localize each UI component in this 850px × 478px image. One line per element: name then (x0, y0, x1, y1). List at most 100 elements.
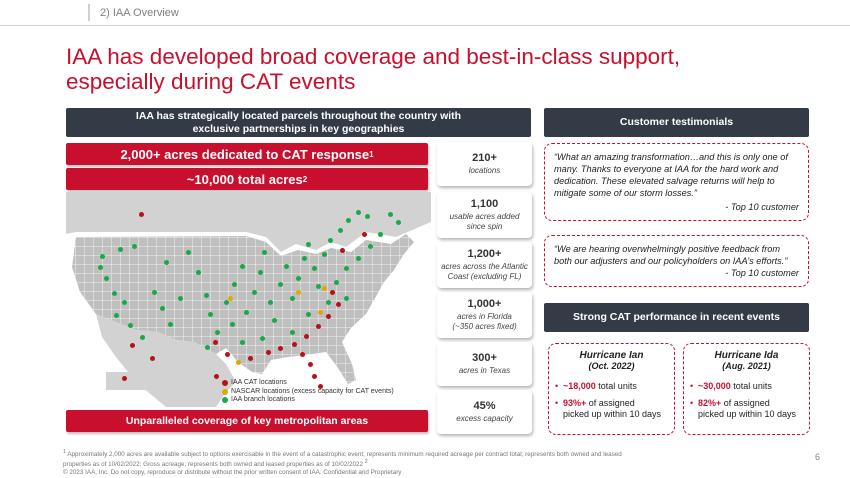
branch-location-dot (196, 270, 201, 275)
branch-location-dot (252, 290, 257, 295)
section-tag-bar (0, 0, 850, 26)
stat-description-line-1: acres in Florida (457, 312, 512, 321)
cat-location-dot (340, 248, 345, 253)
testimonial-2: “We are hearing overwhelmingly positive … (544, 235, 809, 287)
branch-location-dot (312, 266, 317, 271)
title-line-1: IAA has developed broad coverage and bes… (66, 44, 681, 69)
legend-branch-label: IAA branch locations (231, 396, 295, 403)
branch-location-dot (290, 296, 295, 301)
branch-location-dot (230, 322, 235, 327)
branch-location-dot (344, 266, 349, 271)
us-locations-map (66, 192, 431, 407)
bullet-icon: • (555, 381, 559, 391)
stat-locations: 210+ locations (437, 142, 532, 186)
legend-branch: IAA branch locations (222, 396, 394, 405)
pickup-label: of assigned (721, 398, 770, 408)
cat-acres-text: 2,000+ acres dedicated to CAT response (120, 146, 370, 162)
branch-location-dot (114, 313, 119, 318)
cat-performance-header: Strong CAT performance in recent events (544, 303, 809, 332)
page-number: 6 (815, 452, 821, 462)
footnote-text-2: properties as of 10/02/2022; Gross acrea… (63, 460, 363, 468)
stat-texas: 300+ acres in Texas (437, 342, 532, 386)
units-label: total units (595, 381, 637, 391)
branch-location-dot (178, 296, 183, 301)
nascar-location-dot (228, 296, 233, 301)
units-value: ~30,000 (698, 381, 731, 391)
cat-location-dot (362, 232, 367, 237)
hurricane-name: Hurricane Ida (714, 350, 779, 361)
branch-location-dot (356, 256, 361, 261)
branch-location-dot (122, 300, 127, 305)
cat-location-dot (336, 302, 341, 307)
total-acres-text: ~10,000 total acres (186, 171, 303, 187)
branch-location-dot (302, 256, 307, 261)
cat-location-dot (326, 314, 331, 319)
stat-description: acres in Florida (~350 acres fixed) (437, 312, 532, 332)
cat-location-dot (266, 350, 271, 355)
stat-atlantic: 1,200+ acres across the Atlantic Coast (… (437, 242, 532, 288)
stat-description: usable acres added since spin (437, 212, 532, 232)
testimonial-quote: “We are hearing overwhelmingly positive … (554, 244, 788, 266)
cat-legend-icon (222, 380, 228, 387)
stat-value: 1,100 (470, 198, 499, 210)
stat-florida: 1,000+ acres in Florida (~350 acres fixe… (437, 292, 532, 338)
bullet-icon: • (555, 398, 559, 408)
legend-nascar-label: NASCAR locations (excess capacity for CA… (231, 387, 394, 395)
hurricane-date: (Aug. 2021) (722, 361, 771, 371)
stat-description-line-2: (~350 acres fixed) (452, 322, 517, 331)
stat-value: 300+ (472, 352, 497, 364)
branch-location-dot (132, 244, 137, 249)
coverage-header-line-2: exclusive partnerships in key geographie… (192, 122, 405, 135)
stat-value: 1,000+ (467, 298, 502, 310)
cat-location-dot (330, 290, 335, 295)
footnote-line-2: properties as of 10/02/2022; Gross acrea… (63, 459, 753, 469)
branch-location-dot (240, 264, 245, 269)
cat-location-dot (214, 374, 219, 379)
branch-location-dot (272, 318, 277, 323)
canada-shape (66, 192, 431, 252)
copyright: © 2023 IAA, Inc. Do not copy, reproduce … (63, 468, 402, 476)
branch-location-dot (338, 228, 343, 233)
section-divider (88, 4, 90, 21)
footnote-text-1: Approximately 2,000 acres are available … (67, 451, 622, 459)
branch-location-dot (208, 312, 213, 317)
branch-location-dot (396, 220, 401, 225)
nascar-location-dot (236, 360, 241, 365)
branch-location-dot (160, 306, 165, 311)
cat-location-dot (150, 356, 155, 361)
nascar-legend-icon (222, 388, 228, 395)
branch-location-dot (346, 218, 351, 223)
stat-description: locations (468, 166, 501, 175)
hurricane-units: • ~30,000 total units (690, 381, 803, 392)
branch-location-dot (328, 238, 333, 243)
nascar-location-dot (296, 290, 301, 295)
map-legend: IAA CAT locations NASCAR locations (exce… (222, 379, 394, 405)
nascar-location-dot (318, 310, 323, 315)
stat-description-line-2: Coast (excluding FL) (447, 272, 522, 281)
cat-location-dot (316, 324, 321, 329)
branch-location-dot (186, 250, 191, 255)
branch-location-dot (334, 280, 339, 285)
branch-location-dot (356, 210, 361, 215)
testimonial-attribution: - Top 10 customer (725, 202, 799, 212)
branch-location-dot (240, 340, 245, 345)
footnotes: 1 Approximately 2,000 acres are availabl… (63, 449, 753, 477)
stat-description: acres across the Atlantic Coast (excludi… (437, 262, 532, 282)
cat-location-dot (312, 374, 317, 379)
stat-description-line-1: acres across the Atlantic (441, 262, 528, 271)
branch-location-dot (140, 335, 145, 340)
testimonials-header: Customer testimonials (544, 108, 809, 137)
metro-coverage-banner: Unparalleled coverage of key metropolita… (66, 410, 428, 432)
branch-location-dot (290, 330, 295, 335)
pickup-label: of assigned (586, 398, 635, 408)
branch-location-dot (205, 345, 210, 350)
branch-location-dot (368, 244, 373, 249)
cat-location-dot (308, 362, 313, 367)
branch-location-dot (232, 282, 237, 287)
branch-location-dot (118, 247, 123, 252)
testimonial-quote: “What an amazing transformation…and this… (554, 152, 788, 198)
hurricane-ian-card: Hurricane Ian (Oct. 2022) • ~18,000 tota… (548, 343, 675, 435)
branch-location-dot (164, 260, 169, 265)
footnote-line-1: 1 Approximately 2,000 acres are availabl… (63, 449, 753, 459)
branch-location-dot (258, 270, 263, 275)
